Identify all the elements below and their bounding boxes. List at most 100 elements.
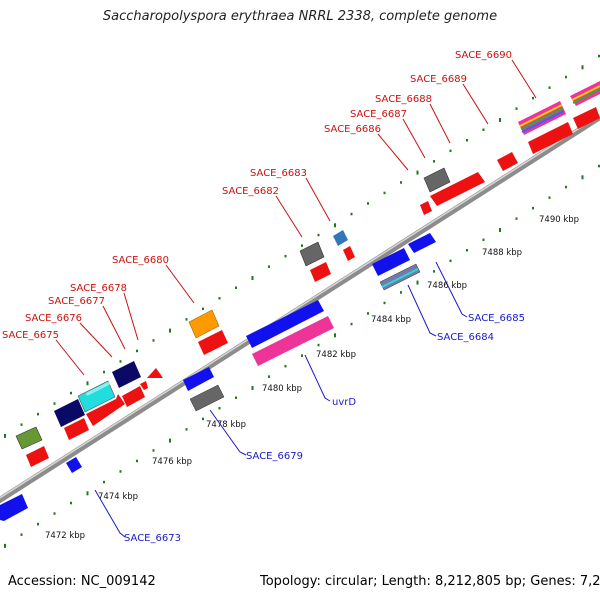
guide-dot	[268, 265, 270, 268]
genome-backbone-highlight	[0, 114, 600, 499]
guide-dot	[449, 149, 452, 153]
guide-dot	[20, 423, 23, 426]
guide-dot	[499, 118, 501, 122]
gene-label-sace-6678: SACE_6678	[70, 283, 127, 294]
guide-dot	[532, 96, 534, 100]
guide-dot	[416, 280, 419, 285]
guide-dot	[532, 206, 534, 210]
guide-dot	[86, 491, 89, 496]
guide-dot	[482, 128, 485, 131]
position-ticks: 7472 kbp 7474 kbp 7476 kbp 7478 kbp 7480…	[45, 215, 579, 541]
guide-dot	[169, 328, 171, 333]
guide-dot	[152, 339, 155, 342]
guide-dot	[218, 407, 221, 410]
guide-dot	[367, 202, 369, 205]
guide-dot	[317, 233, 320, 237]
guide-dot	[4, 543, 6, 548]
gene-label-sace-6685: SACE_6685	[468, 313, 525, 324]
guide-dot	[449, 259, 452, 263]
guide-dot	[350, 322, 353, 326]
cds-forward	[86, 394, 125, 426]
cds-forward	[198, 330, 228, 355]
tick-7488: 7488 kbp	[482, 248, 522, 258]
guide-dot	[598, 54, 600, 58]
guide-dot	[251, 276, 254, 280]
guide-dots	[4, 54, 600, 548]
guide-dot	[37, 522, 39, 526]
gene-label-sace-6689: SACE_6689	[410, 74, 467, 85]
guide-dot	[169, 438, 171, 443]
guide-dot	[185, 428, 188, 431]
guide-dot	[103, 370, 105, 374]
gene-label-sace-6690: SACE_6690	[455, 50, 512, 61]
cds-forward	[310, 262, 331, 282]
feature-cyan-6676	[77, 380, 116, 413]
feature-orange-6680	[188, 309, 220, 339]
gene-label-sace-6677: SACE_6677	[48, 296, 105, 307]
cds-reverse	[408, 233, 436, 253]
guide-dot	[235, 396, 237, 399]
guide-dot	[466, 249, 468, 252]
guide-dot	[235, 286, 237, 289]
guide-dot	[70, 501, 72, 505]
guide-dot	[383, 191, 386, 195]
guide-dot	[598, 164, 600, 168]
guide-dot	[185, 318, 188, 321]
guide-dot	[268, 375, 270, 378]
gene-label-sace-6673: SACE_6673	[124, 533, 181, 544]
guide-dot	[499, 228, 501, 232]
genome-backbone	[0, 114, 600, 504]
forward-labels: SACE_6675 SACE_6676 SACE_6677 SACE_6678 …	[2, 50, 512, 341]
guide-dot	[334, 223, 336, 228]
cds-forward	[26, 446, 49, 467]
guide-dot	[202, 307, 204, 311]
guide-dot	[334, 333, 336, 338]
guide-dot	[383, 301, 386, 305]
guide-dot	[515, 217, 518, 220]
gene-label-sace-6687: SACE_6687	[350, 109, 407, 120]
cds-forward	[64, 418, 89, 440]
cds-forward	[573, 107, 600, 129]
feature-gray-6682	[299, 241, 325, 267]
guide-dot	[317, 343, 320, 347]
cds-forward	[430, 172, 485, 206]
tick-7486: 7486 kbp	[427, 281, 467, 291]
guide-dot	[136, 459, 138, 463]
guide-dot	[482, 238, 485, 241]
gene-label-sace-6683: SACE_6683	[250, 168, 307, 179]
gene-label-uvrd: uvrD	[332, 397, 356, 408]
gene-label-sace-6675: SACE_6675	[2, 330, 59, 341]
cds-reverse-gray	[189, 384, 225, 412]
guide-dot	[86, 381, 89, 386]
guide-dot	[119, 360, 122, 363]
guide-dot	[70, 391, 72, 395]
cds-forward	[528, 122, 573, 154]
gene-label-sace-6676: SACE_6676	[25, 313, 82, 324]
feature-navy-6678	[112, 361, 141, 388]
feature-olive	[15, 426, 43, 450]
tick-7484: 7484 kbp	[371, 315, 411, 325]
guide-dot	[581, 65, 584, 70]
page-title: Saccharopolyspora erythraea NRRL 2338, c…	[102, 9, 498, 24]
guide-dot	[53, 512, 56, 515]
cds-reverse-magenta	[252, 316, 334, 366]
cds-forward	[147, 368, 163, 378]
cds-forward	[343, 246, 355, 261]
guide-dot	[565, 75, 567, 79]
feature-gray-6686	[423, 167, 451, 193]
guide-dot	[218, 297, 221, 300]
guide-dot	[53, 402, 56, 405]
guide-dot	[4, 433, 6, 438]
guide-dot	[284, 364, 287, 368]
reverse-track	[0, 233, 436, 521]
accession-text: Accession: NC_009142	[8, 574, 156, 589]
guide-dot	[565, 185, 567, 189]
cds-reverse	[66, 457, 82, 473]
guide-dot	[119, 470, 122, 473]
guide-dot	[202, 417, 204, 421]
tick-7480: 7480 kbp	[262, 384, 302, 394]
reverse-labels: SACE_6673 SACE_6679 uvrD SACE_6684 SACE_…	[124, 313, 525, 544]
guide-dot	[400, 291, 402, 294]
guide-dot	[103, 480, 105, 484]
tick-7474: 7474 kbp	[98, 492, 138, 502]
